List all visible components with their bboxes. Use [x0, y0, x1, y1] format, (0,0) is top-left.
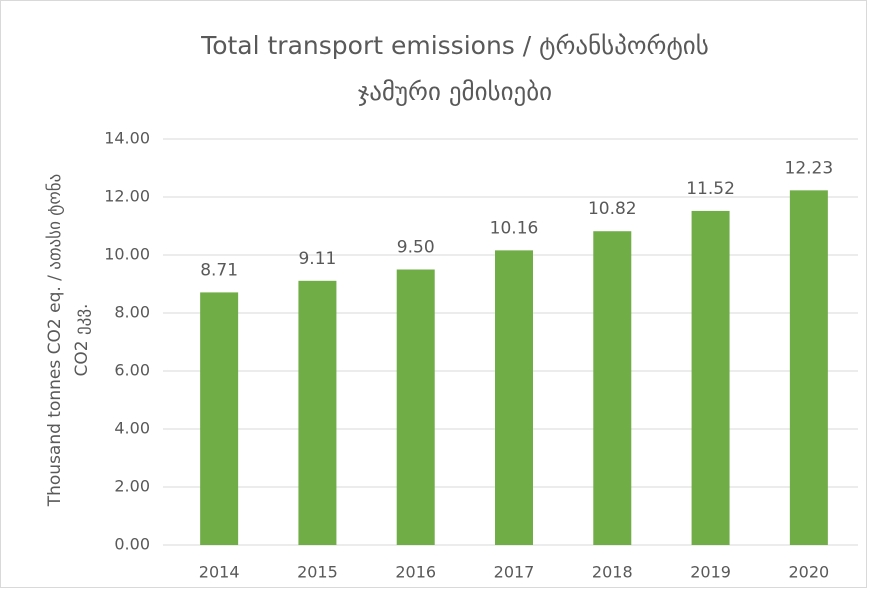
value-label: 10.16 — [490, 218, 539, 238]
chart-title: Total transport emissions / ტრანსპორტის — [200, 31, 709, 60]
y-tick-label: 2.00 — [114, 477, 150, 496]
bar — [298, 280, 337, 545]
x-tick-label: 2015 — [297, 563, 338, 582]
x-tick-label: 2017 — [494, 563, 535, 582]
y-tick-label: 10.00 — [104, 245, 150, 264]
x-tick-label: 2018 — [592, 563, 633, 582]
x-tick-label: 2020 — [788, 563, 829, 582]
bar — [593, 231, 632, 545]
x-tick-label: 2016 — [395, 563, 436, 582]
y-tick-label: 12.00 — [104, 187, 150, 206]
y-tick-label: 14.00 — [104, 129, 150, 148]
chart-title: ჯამური ემისიები — [358, 77, 552, 106]
bar — [495, 250, 533, 546]
y-tick-label: 0.00 — [114, 535, 150, 554]
bar — [789, 190, 828, 545]
value-label: 11.52 — [686, 179, 735, 199]
x-tick-label: 2014 — [199, 563, 240, 582]
value-label: 9.11 — [298, 249, 336, 269]
y-axis-label: CO2 ეკვ. — [72, 304, 92, 377]
bar — [200, 292, 239, 545]
y-tick-label: 8.00 — [114, 303, 150, 322]
value-label: 9.50 — [397, 238, 435, 258]
y-axis-label: Thousand tonnes CO2 eq. / ათასი ტონა — [45, 174, 65, 508]
x-tick-label: 2019 — [690, 563, 731, 582]
y-tick-label: 4.00 — [114, 419, 150, 438]
value-label: 10.82 — [588, 199, 637, 219]
value-label: 8.71 — [200, 260, 238, 280]
y-tick-label: 6.00 — [114, 361, 150, 380]
bar — [396, 269, 435, 545]
value-label: 12.23 — [785, 158, 834, 178]
bar — [691, 210, 730, 546]
